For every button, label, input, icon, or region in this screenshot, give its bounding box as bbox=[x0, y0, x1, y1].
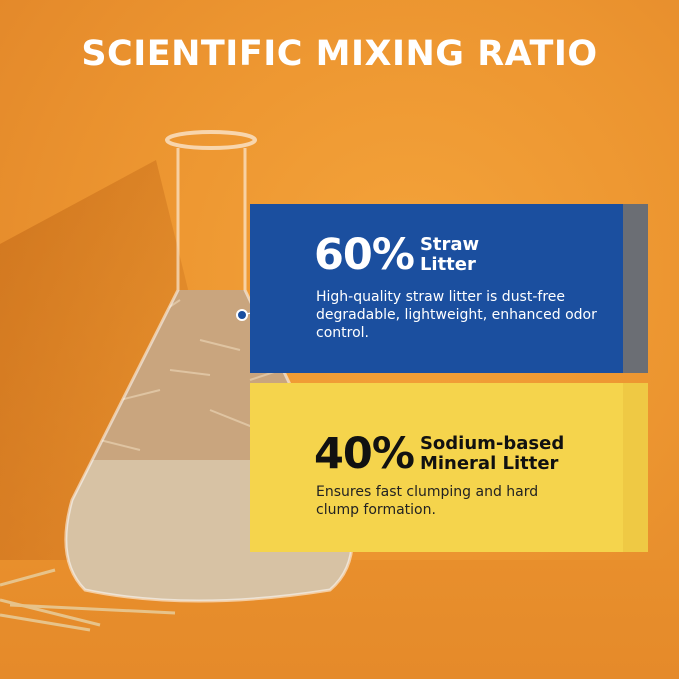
mineral-percent: 40% bbox=[314, 429, 415, 479]
page-title: SCIENTIFIC MIXING RATIO bbox=[81, 34, 598, 74]
mineral-litter-panel: 40% Sodium-based Mineral Litter Ensures f… bbox=[250, 383, 648, 552]
straw-percent: 60% bbox=[314, 230, 415, 280]
panel-accent-strip bbox=[623, 204, 648, 373]
mineral-description: Ensures fast clumping and hard clump for… bbox=[316, 484, 539, 518]
panel-accent-strip bbox=[623, 383, 648, 552]
straw-sticks-image bbox=[0, 568, 176, 632]
straw-label-line2: Litter bbox=[419, 254, 476, 275]
mineral-label-line1: Sodium-based bbox=[419, 433, 565, 454]
straw-description: High-quality straw litter is dust-free d… bbox=[316, 289, 597, 341]
straw-litter-panel: 60% Straw Litter High-quality straw litte… bbox=[250, 204, 648, 373]
mineral-label-line2: Mineral Litter bbox=[419, 453, 559, 474]
straw-label-line1: Straw bbox=[419, 234, 480, 255]
